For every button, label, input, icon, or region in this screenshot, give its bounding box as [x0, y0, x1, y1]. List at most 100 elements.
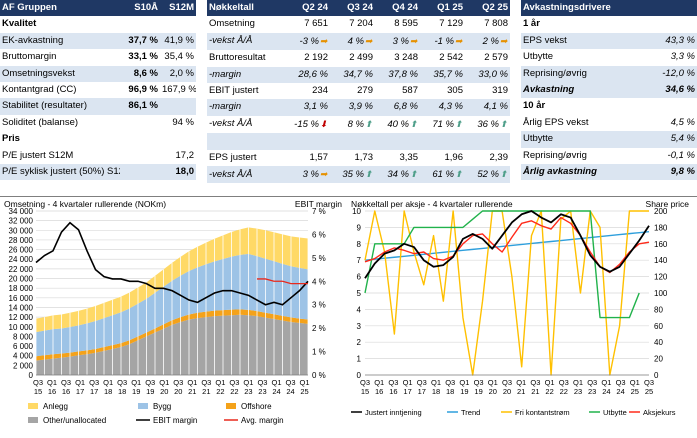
x-tick-quarter: Q1 — [630, 378, 640, 387]
quarter-value: 1,57 — [285, 150, 330, 166]
quarter-value: 234 — [285, 83, 330, 99]
cell-value: 71 % — [432, 118, 454, 130]
table-row: Reprising/øvrig -0,1 % — [521, 148, 697, 164]
y2-tick-label: 60 — [654, 322, 663, 331]
x-tick-year: 25 — [645, 387, 653, 396]
x-tick-year: 19 — [474, 387, 482, 396]
x-tick-year: 17 — [403, 387, 411, 396]
key-figures-table: Nøkkeltall Q2 24 Q3 24 Q4 24 Q1 25 Q2 25 Omset… — [207, 0, 510, 184]
table-row: Soliditet (balanse) 94 % — [0, 115, 196, 131]
y2-tick-label: 7 % — [312, 207, 326, 216]
legend-label: Fri kontantstrøm — [515, 408, 570, 417]
table-row: -margin 28,6 % 34,7 % 37,8 % 35,7 % 33,0 % — [207, 66, 510, 84]
s12m-value — [160, 16, 196, 32]
quality-table: AF Gruppen S10Å S12M Kvalitet EK-avkastning 3… — [0, 0, 196, 181]
y-tick-label: 8 000 — [13, 332, 34, 341]
x-tick-quarter: Q1 — [573, 378, 583, 387]
x-tick-year: 22 — [216, 387, 224, 396]
chart-title: Omsetning - 4 kvartaler rullerende (NOKm… — [4, 199, 166, 209]
s12m-value: 2,0 % — [160, 65, 196, 83]
y-tick-label: 14 000 — [9, 303, 34, 312]
quarter-value — [465, 133, 510, 150]
arrow-up-icon: ⬆ — [364, 118, 373, 129]
quarter-value: 3,1 % — [285, 99, 330, 116]
arrow-down-icon: ⬇ — [319, 118, 328, 129]
x-tick-quarter: Q1 — [75, 378, 85, 387]
header-cell: Q2 25 — [465, 0, 510, 17]
s10-value: 96,9 % — [128, 84, 158, 96]
y-tick-label: 6 000 — [13, 342, 34, 351]
cell-value: 234 — [312, 85, 328, 97]
y2-tick-label: 5 % — [312, 254, 326, 263]
quarter-value: 37,8 % — [375, 66, 420, 84]
quarter-value: -3 % ➡ — [285, 32, 330, 51]
legend-swatch — [138, 403, 148, 409]
quarter-value: 587 — [375, 83, 420, 99]
s10-value — [120, 164, 160, 181]
x-tick-quarter: Q3 — [559, 378, 569, 387]
left-table-header: AF Gruppen S10Å S12M — [0, 0, 196, 17]
y-tick-label: 1 — [357, 355, 362, 364]
table-row: Utbytte 3,3 % — [521, 49, 697, 65]
y-tick-label: 16 000 — [9, 294, 34, 303]
x-tick-year: 16 — [389, 387, 397, 396]
row-label: -vekst Å/Å — [209, 118, 253, 130]
quarter-value: 2 542 — [420, 50, 465, 66]
x-tick-quarter: Q3 — [445, 378, 455, 387]
cell-value: 34 % — [387, 169, 409, 181]
y-tick-label: 28 000 — [9, 236, 34, 245]
y2-tick-label: 120 — [654, 273, 668, 282]
x-tick-year: 16 — [375, 387, 383, 396]
x-tick-year: 20 — [160, 387, 168, 396]
y-tick-label: 3 — [357, 322, 362, 331]
x-tick-quarter: Q1 — [488, 378, 498, 387]
cell-value: 40 % — [387, 118, 409, 130]
cell-value: 2 499 — [349, 52, 373, 64]
row-label: Bruttoresultat — [209, 52, 266, 64]
y2-tick-label: 0 — [654, 371, 659, 380]
y-tick-label: 7 — [357, 256, 362, 265]
cell-value: 1,96 — [444, 151, 464, 163]
cell-value: 7 651 — [304, 18, 328, 30]
quarter-value: 2,39 — [465, 150, 510, 166]
quarter-value — [375, 133, 420, 150]
x-tick-year: 21 — [188, 387, 196, 396]
quarter-value: 8 % ⬆ — [330, 116, 375, 133]
x-tick-year: 18 — [118, 387, 126, 396]
quarter-value: -15 % ⬇ — [285, 116, 330, 133]
x-tick-quarter: Q3 — [474, 378, 484, 387]
x-tick-quarter: Q1 — [243, 378, 253, 387]
table-row: P/E justert S12M 17,2 — [0, 148, 196, 164]
table-row: EBIT justert 234 279 587 305 319 — [207, 83, 510, 99]
row-label: Omsetning — [209, 18, 255, 30]
cell-value: 2,39 — [489, 151, 509, 163]
quarter-value: 33,0 % — [465, 66, 510, 84]
x-tick-quarter: Q3 — [201, 378, 211, 387]
quarter-value: 71 % ⬆ — [420, 116, 465, 133]
y-tick-label: 20 000 — [9, 275, 34, 284]
quarter-value: 7 808 — [465, 16, 510, 32]
header-cell — [647, 0, 697, 17]
s10-value: 33,1 % — [128, 51, 158, 63]
x-tick-year: 18 — [104, 387, 112, 396]
row-label: -margin — [207, 99, 285, 116]
quarter-value: 52 % ⬆ — [465, 166, 510, 184]
s10-value — [120, 16, 160, 32]
legend-label: Avg. margin — [241, 416, 284, 425]
legend-label: Utbytte — [603, 408, 627, 417]
table-row: EPS vekst 43,3 % — [521, 32, 697, 50]
cell-value: 8 595 — [394, 18, 418, 30]
header-cell: Q1 25 — [420, 0, 465, 17]
chart-title: Nøkkeltall per aksje - 4 kvartaler rulle… — [351, 199, 513, 209]
x-tick-quarter: Q3 — [360, 378, 370, 387]
cell-value: 7 808 — [484, 18, 508, 30]
x-tick-quarter: Q3 — [644, 378, 654, 387]
cell-value: -1 % — [434, 35, 454, 47]
quarter-value: 28,6 % — [285, 66, 330, 84]
arrow-right-icon: ➡ — [454, 35, 463, 46]
cell-value: 4,3 % — [438, 101, 463, 113]
line-4 — [35, 221, 309, 306]
quarter-value: 34,7 % — [330, 66, 375, 84]
x-tick-quarter: Q1 — [431, 378, 441, 387]
quarter-value: 40 % ⬆ — [375, 116, 420, 133]
